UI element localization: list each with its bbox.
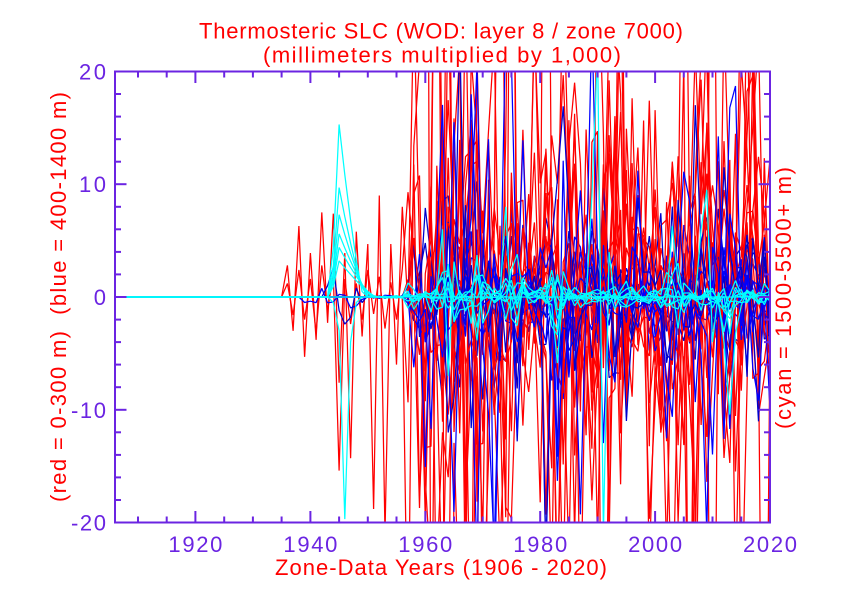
svg-text:(cyan = 1500-5500+ m): (cyan = 1500-5500+ m) [771, 167, 796, 429]
svg-text:2000: 2000 [628, 532, 682, 557]
svg-text:Thermosteric SLC (WOD: layer 8: Thermosteric SLC (WOD: layer 8 / zone 70… [199, 19, 683, 44]
svg-text:1920: 1920 [168, 532, 222, 557]
svg-text:2020: 2020 [743, 532, 797, 557]
svg-text:1960: 1960 [398, 532, 452, 557]
svg-text:-10: -10 [71, 398, 106, 423]
svg-text:-20: -20 [71, 511, 106, 536]
svg-text:1940: 1940 [283, 532, 337, 557]
svg-text:0: 0 [94, 285, 106, 310]
svg-text:(red = 0-300 m) (blue = 400-1: (red = 0-300 m) (blue = 400-1400 m) [46, 92, 71, 502]
svg-text:1980: 1980 [513, 532, 567, 557]
svg-text:(millimeters multiplied by 1,0: (millimeters multiplied by 1,000) [263, 43, 621, 68]
svg-text:Zone-Data Years (1906 - 2020): Zone-Data Years (1906 - 2020) [275, 555, 607, 580]
